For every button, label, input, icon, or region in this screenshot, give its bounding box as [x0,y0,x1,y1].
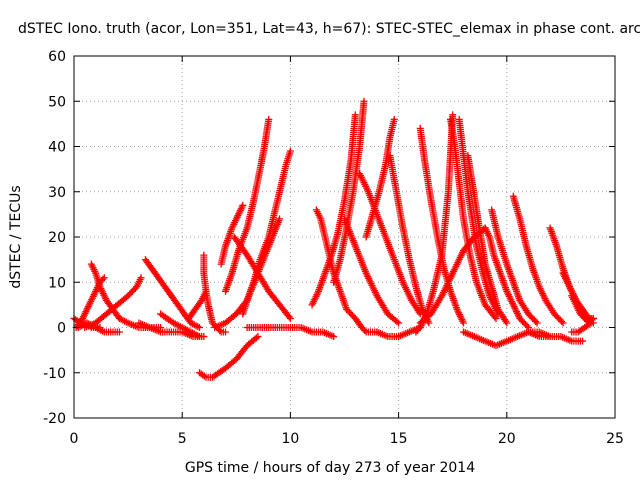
grid [74,56,615,418]
series-arc [72,274,108,331]
data-point [137,274,145,282]
y-tick-label: 50 [48,94,66,110]
data-point [425,319,433,327]
data-point [491,313,499,321]
series-arc [135,319,208,341]
data-point [196,324,204,331]
series-arc [141,256,204,331]
y-tick-label: 10 [48,275,66,291]
series-arc [481,224,532,331]
series-arc [416,124,468,327]
data-point [360,97,368,105]
series-arc [488,206,541,327]
y-tick-label: 0 [57,321,66,337]
x-tick-label: 10 [281,431,299,447]
series-arc [81,274,145,331]
data-point [460,319,468,327]
data-point [390,115,398,123]
data-point [588,316,596,324]
data-point [265,115,273,123]
x-axis-label: GPS time / hours of day 273 of year 2014 [185,460,475,476]
series-arc [217,201,247,268]
data-point [361,327,369,335]
data-point [100,274,108,282]
data-point [351,111,359,119]
data-point [532,317,540,325]
y-tick-label: 60 [48,49,66,65]
data-series [70,97,597,381]
data-point [115,328,123,336]
data-point [449,111,457,119]
data-point [286,147,294,155]
data-point [286,314,294,322]
series-arc [386,152,433,327]
data-point [393,318,401,326]
x-tick-label: 5 [178,431,187,447]
data-point [99,275,107,283]
series-arc [221,115,273,295]
data-point [200,372,208,380]
y-tick-label: -10 [43,366,66,382]
series-arc [196,333,262,381]
y-tick-label: -20 [43,411,66,427]
data-point [395,319,403,327]
series-arc [464,152,511,327]
x-tick-label: 25 [606,431,624,447]
series-arc [447,115,500,322]
data-point [533,319,541,327]
y-tick-label: 40 [48,140,66,156]
axis-ticks: 0 5 10 15 20 25 -20 -10 0 10 20 30 40 50 60 [43,49,624,447]
data-point [285,313,293,321]
y-tick-label: 30 [48,185,66,201]
y-axis-label: dSTEC / TECUs [8,185,24,288]
data-point [559,319,567,327]
chart-title: dSTEC Iono. truth (acor, Lon=351, Lat=43… [18,21,640,37]
series-arc [362,115,398,241]
data-point [276,215,284,223]
x-tick-label: 15 [390,431,408,447]
data-point [252,334,260,342]
data-point [254,333,262,341]
series-arc [230,233,294,322]
data-point [239,201,247,209]
data-point [586,320,594,328]
series-arc [200,251,229,336]
data-point [200,333,208,341]
x-tick-label: 20 [498,431,516,447]
series-arc [509,192,567,327]
series-arc [308,111,359,309]
y-tick-label: 20 [48,230,66,246]
data-point [558,317,566,325]
x-tick-label: 0 [70,431,79,447]
data-point [492,314,500,322]
data-point [579,337,587,345]
data-point [589,319,597,327]
series-arc [157,310,204,341]
series-arc [341,215,403,327]
series-arc [312,206,381,336]
data-point [221,328,229,336]
series-arc [524,328,587,345]
data-point [330,333,338,341]
data-point [503,319,511,327]
series-arc [243,324,338,341]
series-arc [356,170,424,318]
data-point [523,322,531,330]
series-arc [568,319,597,336]
